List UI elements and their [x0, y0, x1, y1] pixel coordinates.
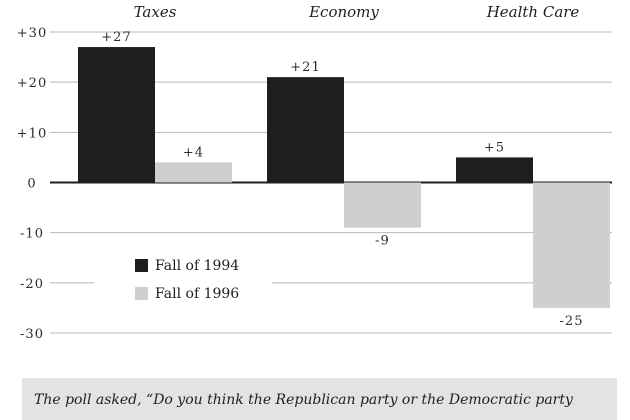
data-label: +21: [290, 60, 320, 75]
y-tick-label: -10: [20, 227, 44, 242]
y-tick-label: +30: [17, 26, 47, 41]
y-tick-label: +10: [17, 126, 47, 141]
legend-label: Fall of 1996: [155, 286, 239, 302]
data-labels: +27 +4 +21 -9 +5 -25: [101, 30, 584, 329]
legend: Fall of 1994 Fall of 1996: [135, 258, 239, 302]
bars: [78, 47, 610, 308]
data-label: +27: [101, 30, 131, 45]
data-label: +5: [484, 140, 505, 155]
poll-caption: The poll asked, “Do you think the Republ…: [22, 378, 617, 420]
bar: [155, 162, 232, 183]
bar: [78, 47, 155, 183]
category-labels: Taxes Economy Health Care: [134, 3, 580, 21]
y-axis-ticks: +30 +20 +10 0 -10 -20 -30: [17, 26, 47, 342]
data-label: -9: [375, 234, 390, 249]
legend-swatch: [135, 259, 148, 272]
y-tick-label: -30: [20, 327, 44, 342]
bar: [456, 157, 533, 183]
bar: [533, 182, 610, 308]
bar: [267, 77, 344, 183]
y-tick-label: -20: [20, 277, 44, 292]
chart: +30 +20 +10 0 -10 -20 -30 +27 +4 +21 -9 +5 -25 Taxe…: [17, 3, 612, 342]
y-tick-label: +20: [17, 76, 47, 91]
category-label: Economy: [308, 3, 379, 21]
legend-swatch: [135, 287, 148, 300]
category-label: Taxes: [134, 3, 177, 21]
bar: [344, 182, 421, 228]
data-label: -25: [560, 314, 584, 329]
legend-label: Fall of 1994: [155, 258, 239, 274]
category-label: Health Care: [486, 3, 580, 21]
y-tick-label: 0: [27, 177, 36, 192]
data-label: +4: [183, 145, 204, 160]
